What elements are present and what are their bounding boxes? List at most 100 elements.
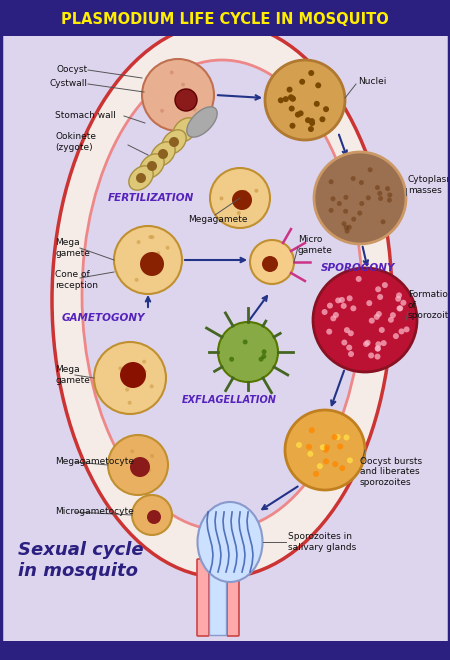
- Circle shape: [118, 366, 122, 370]
- Circle shape: [396, 306, 402, 312]
- Circle shape: [347, 457, 353, 463]
- Circle shape: [148, 235, 153, 239]
- Ellipse shape: [129, 166, 153, 190]
- Circle shape: [150, 235, 154, 239]
- Circle shape: [344, 225, 349, 230]
- Circle shape: [397, 306, 403, 312]
- Circle shape: [289, 106, 295, 112]
- Text: Stomach wall: Stomach wall: [55, 112, 116, 121]
- Circle shape: [320, 444, 326, 450]
- Circle shape: [344, 327, 350, 333]
- Circle shape: [332, 461, 338, 467]
- Circle shape: [341, 303, 346, 309]
- Text: Ookinete
(zygote): Ookinete (zygote): [55, 132, 96, 152]
- Circle shape: [160, 109, 164, 113]
- Circle shape: [108, 435, 168, 495]
- Circle shape: [359, 180, 364, 185]
- Circle shape: [308, 126, 314, 132]
- Circle shape: [376, 311, 382, 317]
- Circle shape: [143, 370, 147, 374]
- Circle shape: [193, 108, 197, 112]
- Circle shape: [314, 101, 320, 107]
- Circle shape: [343, 209, 348, 214]
- Circle shape: [296, 442, 302, 448]
- Ellipse shape: [198, 502, 262, 582]
- Circle shape: [150, 264, 154, 268]
- Ellipse shape: [52, 22, 392, 578]
- Circle shape: [317, 463, 323, 469]
- Circle shape: [248, 197, 252, 201]
- Circle shape: [262, 256, 278, 272]
- Circle shape: [175, 89, 197, 111]
- Circle shape: [288, 94, 294, 100]
- Circle shape: [375, 286, 381, 292]
- Circle shape: [290, 96, 296, 102]
- Circle shape: [379, 327, 385, 333]
- Circle shape: [387, 193, 392, 197]
- Circle shape: [181, 82, 185, 86]
- Text: GAMETOGONY: GAMETOGONY: [62, 313, 145, 323]
- Circle shape: [330, 315, 336, 321]
- Circle shape: [378, 196, 383, 201]
- Circle shape: [375, 346, 381, 352]
- Circle shape: [259, 356, 264, 362]
- FancyBboxPatch shape: [197, 559, 209, 636]
- Circle shape: [345, 228, 350, 234]
- Circle shape: [142, 59, 214, 131]
- Circle shape: [351, 216, 356, 222]
- Circle shape: [396, 292, 402, 298]
- Circle shape: [359, 201, 364, 206]
- Circle shape: [158, 149, 168, 159]
- Circle shape: [347, 224, 352, 230]
- Circle shape: [278, 97, 284, 104]
- Circle shape: [377, 191, 382, 196]
- Circle shape: [131, 379, 135, 383]
- Text: Sexual cycle
in mosquito: Sexual cycle in mosquito: [18, 541, 144, 580]
- Circle shape: [337, 201, 342, 206]
- Circle shape: [339, 297, 345, 303]
- Circle shape: [337, 444, 343, 449]
- Circle shape: [381, 340, 387, 346]
- Circle shape: [374, 354, 381, 360]
- Circle shape: [377, 294, 383, 300]
- Circle shape: [335, 298, 341, 304]
- Circle shape: [114, 226, 182, 294]
- Ellipse shape: [82, 60, 362, 530]
- Circle shape: [366, 300, 372, 306]
- Bar: [1, 641, 449, 659]
- Circle shape: [330, 196, 336, 201]
- Circle shape: [368, 167, 373, 172]
- Circle shape: [335, 434, 341, 440]
- Circle shape: [363, 341, 369, 347]
- Ellipse shape: [173, 118, 197, 142]
- Text: Microgametocyte: Microgametocyte: [55, 508, 134, 517]
- Circle shape: [137, 240, 140, 244]
- Circle shape: [188, 88, 192, 92]
- FancyBboxPatch shape: [227, 559, 239, 636]
- Circle shape: [322, 309, 328, 315]
- Circle shape: [147, 469, 151, 473]
- Circle shape: [375, 345, 381, 351]
- Circle shape: [307, 451, 313, 457]
- Text: SPOROGONY: SPOROGONY: [320, 263, 395, 273]
- Circle shape: [381, 219, 386, 224]
- Text: PLASMODIUM LIFE CYCLE IN MOSQUITO: PLASMODIUM LIFE CYCLE IN MOSQUITO: [61, 11, 389, 26]
- Circle shape: [332, 434, 338, 440]
- Circle shape: [314, 152, 406, 244]
- Text: Cone of
reception: Cone of reception: [55, 271, 98, 290]
- Circle shape: [323, 106, 329, 112]
- Circle shape: [232, 190, 252, 210]
- Circle shape: [243, 339, 248, 345]
- Circle shape: [346, 295, 353, 302]
- Circle shape: [390, 312, 396, 318]
- Circle shape: [295, 112, 301, 117]
- Bar: [1, 1, 449, 36]
- Circle shape: [229, 356, 234, 362]
- Circle shape: [306, 444, 312, 450]
- Circle shape: [366, 195, 371, 200]
- Ellipse shape: [151, 142, 175, 166]
- Circle shape: [283, 96, 289, 102]
- Circle shape: [313, 471, 319, 477]
- Circle shape: [254, 189, 258, 193]
- Circle shape: [125, 387, 129, 391]
